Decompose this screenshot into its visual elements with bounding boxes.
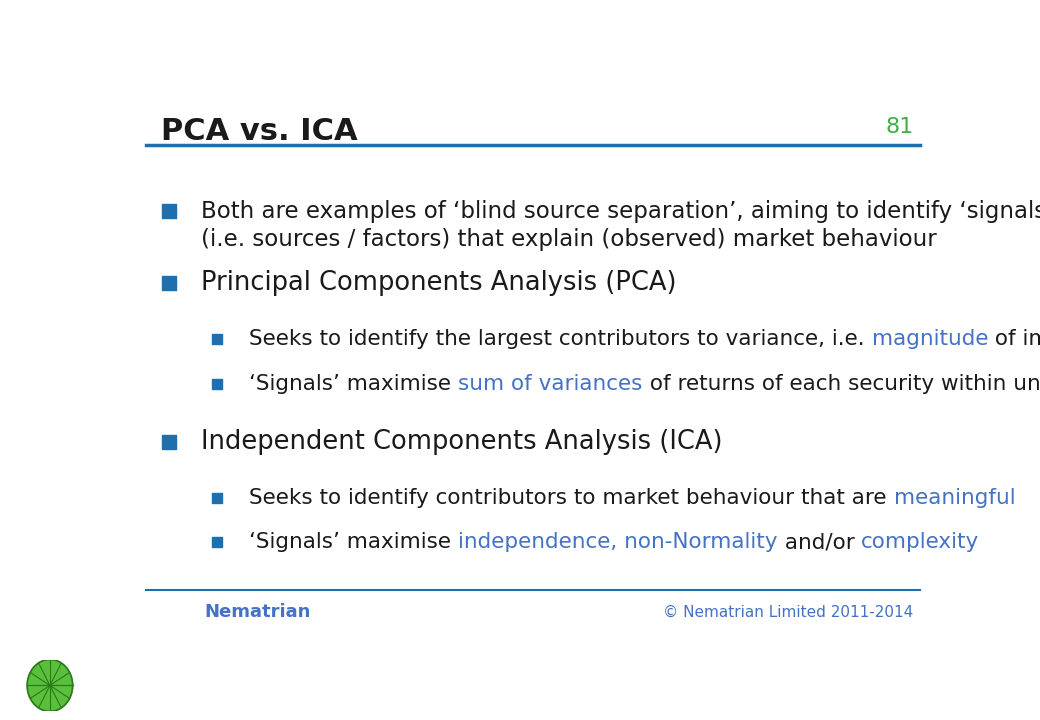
Text: ‘Signals’ maximise: ‘Signals’ maximise xyxy=(250,374,459,394)
Text: meaningful: meaningful xyxy=(893,487,1015,508)
Text: complexity: complexity xyxy=(861,532,980,552)
Text: of returns of each security within universe: of returns of each security within unive… xyxy=(643,374,1040,394)
Text: Nematrian: Nematrian xyxy=(204,603,311,621)
Point xyxy=(209,378,226,390)
Point xyxy=(160,436,177,448)
Text: of impact: of impact xyxy=(988,328,1040,348)
Polygon shape xyxy=(27,660,73,711)
Point xyxy=(209,333,226,344)
Text: Seeks to identify the largest contributors to variance, i.e.: Seeks to identify the largest contributo… xyxy=(250,328,872,348)
Text: independence, non-Normality: independence, non-Normality xyxy=(459,532,778,552)
Text: Seeks to identify contributors to market behaviour that are: Seeks to identify contributors to market… xyxy=(250,487,893,508)
Point xyxy=(209,536,226,548)
Text: 81: 81 xyxy=(885,117,913,137)
Point xyxy=(160,277,177,289)
Text: and/or: and/or xyxy=(778,532,861,552)
Text: sum of variances: sum of variances xyxy=(459,374,643,394)
Text: magnitude: magnitude xyxy=(872,328,988,348)
Point xyxy=(209,492,226,503)
Text: Independent Components Analysis (ICA): Independent Components Analysis (ICA) xyxy=(201,429,723,455)
Point xyxy=(160,205,177,217)
Text: ‘Signals’ maximise: ‘Signals’ maximise xyxy=(250,532,459,552)
Text: © Nematrian Limited 2011-2014: © Nematrian Limited 2011-2014 xyxy=(664,605,913,619)
Text: Both are examples of ‘blind source separation’, aiming to identify ‘signals’: Both are examples of ‘blind source separ… xyxy=(201,199,1040,222)
Text: Principal Components Analysis (PCA): Principal Components Analysis (PCA) xyxy=(201,270,676,296)
Text: PCA vs. ICA: PCA vs. ICA xyxy=(160,117,358,146)
Text: (i.e. sources / factors) that explain (observed) market behaviour: (i.e. sources / factors) that explain (o… xyxy=(201,228,937,251)
